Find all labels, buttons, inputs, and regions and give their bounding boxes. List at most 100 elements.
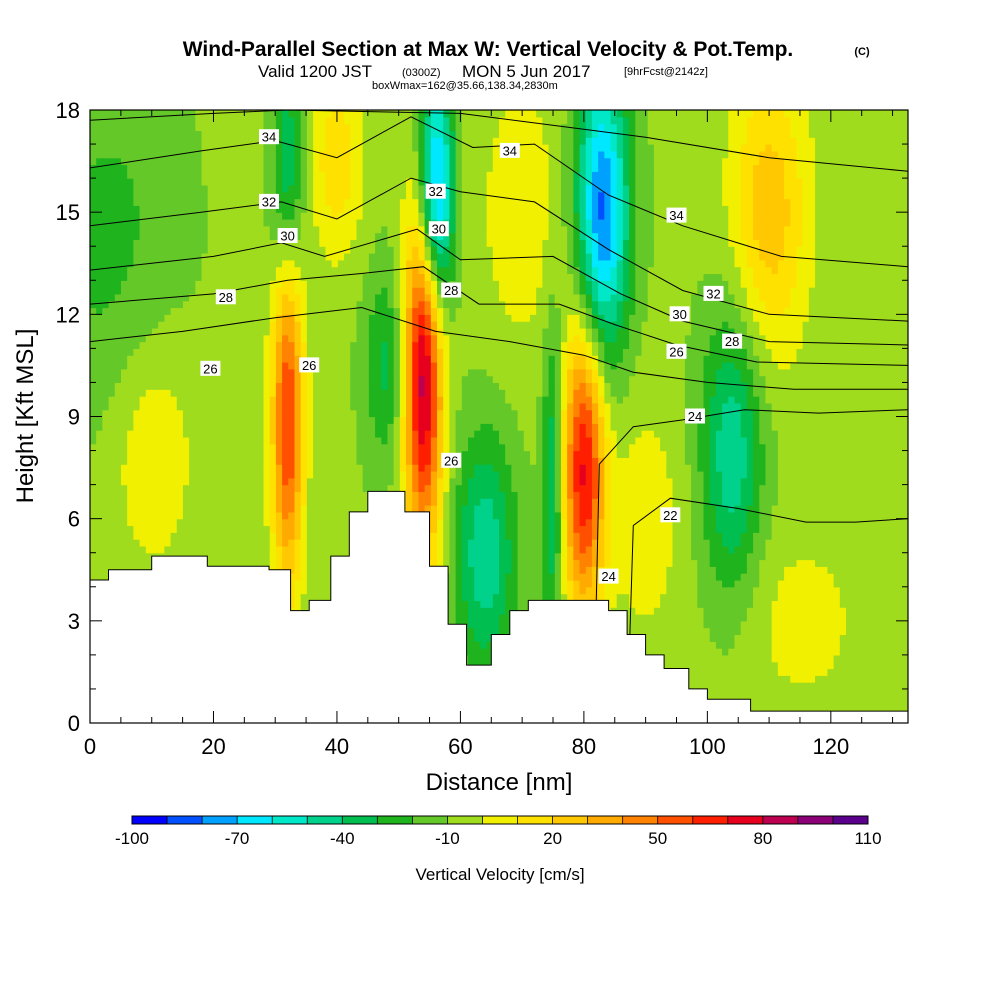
velocity-cell: [133, 321, 141, 329]
velocity-cell: [201, 477, 209, 486]
velocity-cell: [263, 470, 271, 479]
velocity-cell: [319, 573, 327, 581]
velocity-cell: [337, 505, 345, 513]
velocity-cell: [232, 171, 240, 179]
velocity-cell: [151, 505, 159, 513]
velocity-cell: [213, 532, 221, 540]
velocity-cell: [201, 511, 209, 520]
velocity-cell: [145, 287, 153, 295]
velocity-cell: [207, 423, 215, 431]
velocity-cell: [306, 559, 314, 567]
velocity-cell: [412, 130, 420, 138]
velocity-cell: [127, 505, 134, 513]
velocity-cell: [139, 164, 147, 172]
velocity-cell: [350, 273, 358, 281]
velocity-cell: [337, 321, 345, 329]
velocity-cell: [232, 116, 240, 125]
velocity-cell: [102, 300, 110, 309]
velocity-cell: [399, 382, 407, 390]
velocity-cell: [238, 327, 246, 336]
velocity-cell: [151, 409, 159, 418]
velocity-cell: [313, 293, 320, 302]
velocity-cell: [164, 470, 172, 479]
velocity-cell: [368, 239, 376, 247]
velocity-cell: [133, 327, 141, 336]
velocity-cell: [145, 518, 153, 527]
velocity-cell: [164, 484, 172, 493]
velocity-cell: [294, 300, 302, 309]
velocity-cell: [108, 280, 116, 288]
velocity-cell: [120, 307, 128, 315]
velocity-cell: [418, 205, 426, 213]
velocity-cell: [288, 396, 296, 404]
velocity-cell: [412, 150, 420, 159]
velocity-cell: [238, 300, 246, 309]
velocity-cell: [145, 545, 153, 554]
velocity-cell: [412, 307, 420, 315]
velocity-cell: [96, 436, 103, 445]
velocity-cell: [356, 389, 364, 397]
velocity-cell: [356, 355, 364, 363]
velocity-cell: [294, 573, 302, 581]
velocity-cell: [127, 450, 134, 458]
velocity-cell: [114, 457, 122, 465]
velocity-cell: [306, 130, 314, 138]
velocity-cell: [375, 218, 382, 227]
velocity-cell: [331, 191, 339, 200]
velocity-cell: [170, 477, 178, 486]
velocity-cell: [96, 443, 103, 452]
velocity-cell: [375, 273, 382, 281]
velocity-cell: [300, 409, 308, 418]
velocity-cell: [96, 327, 103, 336]
velocity-cell: [102, 246, 110, 254]
velocity-cell: [151, 287, 159, 295]
velocity-cell: [424, 348, 432, 356]
velocity-cell: [182, 321, 190, 329]
velocity-cell: [226, 246, 234, 254]
velocity-cell: [399, 348, 407, 356]
velocity-cell: [220, 137, 227, 145]
velocity-cell: [337, 362, 345, 370]
velocity-cell: [337, 184, 345, 193]
velocity-cell: [288, 171, 296, 179]
velocity-cell: [207, 470, 215, 479]
velocity-cell: [337, 157, 345, 166]
velocity-cell: [337, 232, 345, 241]
velocity-cell: [288, 239, 296, 247]
velocity-cell: [319, 443, 327, 452]
velocity-cell: [195, 382, 203, 390]
velocity-cell: [306, 430, 314, 438]
velocity-cell: [90, 266, 97, 275]
velocity-cell: [158, 225, 165, 234]
velocity-cell: [356, 123, 364, 132]
velocity-cell: [158, 239, 165, 247]
velocity-cell: [269, 144, 277, 152]
velocity-cell: [294, 327, 302, 336]
velocity-cell: [406, 457, 413, 465]
velocity-cell: [195, 232, 203, 241]
velocity-cell: [412, 464, 420, 472]
velocity-cell: [313, 375, 320, 384]
velocity-cell: [269, 212, 277, 220]
velocity-cell: [319, 307, 327, 315]
velocity-cell: [189, 368, 196, 377]
velocity-cell: [244, 375, 252, 384]
velocity-cell: [164, 110, 172, 118]
velocity-cell: [313, 593, 320, 601]
velocity-cell: [108, 341, 116, 349]
velocity-cell: [232, 157, 240, 166]
velocity-cell: [96, 205, 103, 213]
velocity-cell: [213, 341, 221, 349]
velocity-cell: [164, 348, 172, 356]
velocity-cell: [251, 184, 258, 193]
velocity-cell: [412, 334, 420, 343]
velocity-cell: [139, 409, 147, 418]
velocity-cell: [244, 171, 252, 179]
velocity-cell: [356, 198, 364, 206]
velocity-cell: [306, 525, 314, 533]
velocity-cell: [226, 518, 234, 527]
velocity-cell: [282, 341, 289, 349]
velocity-cell: [108, 477, 116, 486]
velocity-cell: [393, 198, 401, 206]
velocity-cell: [114, 532, 122, 540]
